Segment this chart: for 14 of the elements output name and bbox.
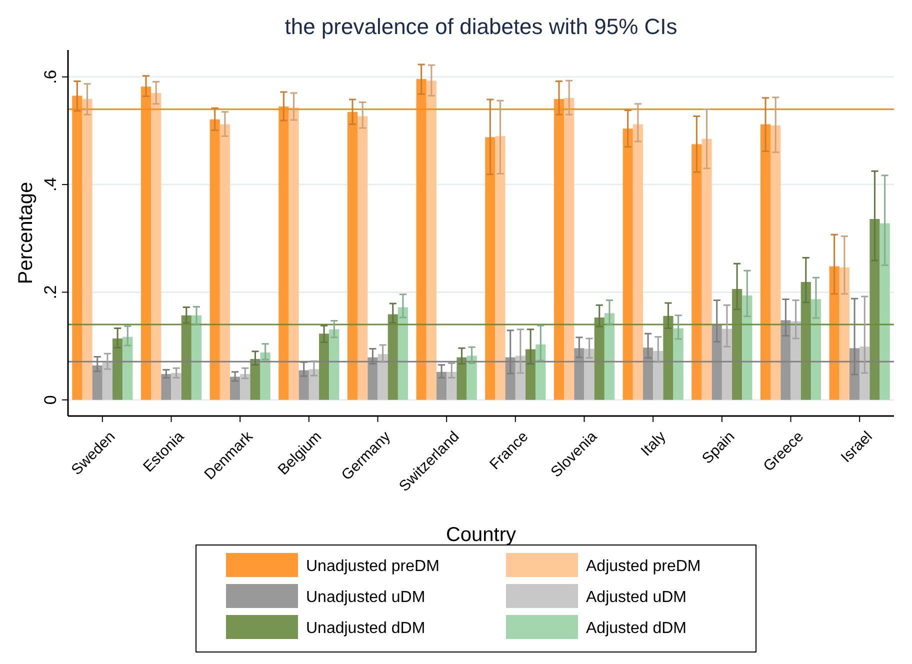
legend-label: Unadjusted uDM — [306, 589, 426, 606]
y-tick-label: 0 — [41, 395, 60, 405]
x-tick-label: Italy — [638, 428, 670, 460]
y-tick-label: .6 — [41, 70, 60, 84]
legend-label: Unadjusted preDM — [306, 558, 440, 575]
legend-label: Adjusted preDM — [586, 558, 701, 575]
legend-label: Unadjusted dDM — [306, 620, 426, 637]
y-axis-title: Percentage — [15, 182, 37, 284]
legend-label: Adjusted uDM — [586, 589, 686, 606]
y-tick-label: .2 — [41, 285, 60, 300]
chart-title: the prevalence of diabetes with 95% CIs — [284, 14, 678, 39]
y-tick-label: .4 — [41, 177, 60, 192]
x-axis-title: Country — [446, 524, 516, 546]
legend-label: Adjusted dDM — [586, 620, 686, 637]
